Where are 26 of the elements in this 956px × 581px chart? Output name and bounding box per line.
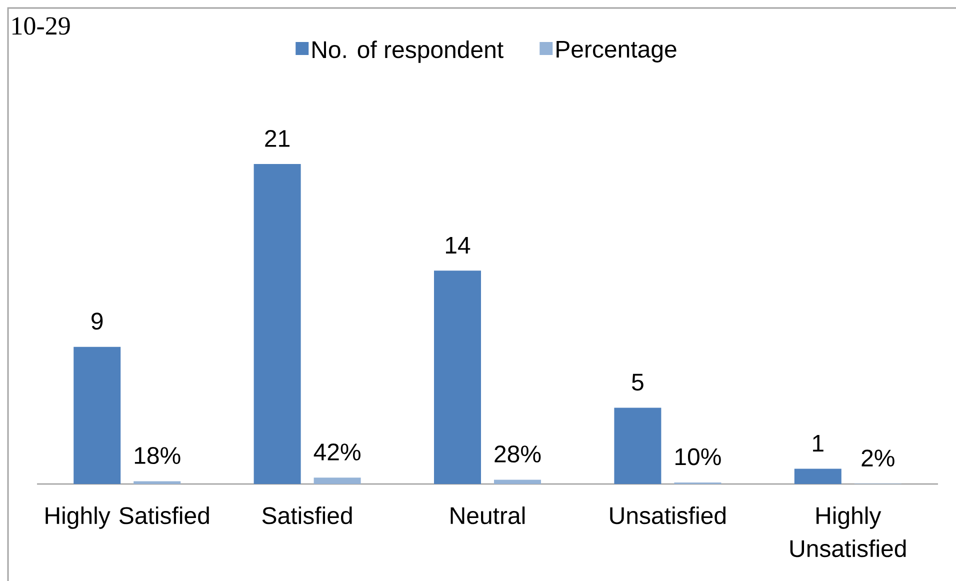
x-tick-label: Satisfied — [262, 506, 352, 524]
bar — [794, 468, 842, 484]
x-tick-label: Highly Unsatisfied — [790, 506, 906, 558]
data-label: 5 — [632, 374, 644, 391]
x-tick-label: Highly Satisfied — [46, 506, 209, 529]
data-label: 21 — [265, 130, 290, 147]
data-label: 14 — [446, 236, 470, 254]
x-tick-label: Neutral — [450, 506, 525, 524]
data-label: 18% — [134, 447, 180, 464]
data-label: 28% — [494, 446, 541, 463]
legend-label: Percentage — [556, 40, 676, 62]
bar — [494, 480, 541, 484]
bar — [254, 164, 301, 484]
data-label: 9 — [92, 312, 103, 330]
bar — [74, 346, 121, 484]
data-label: 2% — [862, 450, 894, 466]
bar — [134, 481, 181, 484]
data-label: 42% — [314, 443, 360, 460]
data-label: 1 — [813, 435, 824, 452]
bar — [314, 478, 361, 484]
bar — [614, 408, 662, 484]
x-tick-label: Unsatisfied — [610, 506, 726, 524]
legend-label: No. of respondent — [312, 40, 504, 63]
bar — [434, 270, 482, 484]
data-label: 10% — [676, 448, 721, 466]
chart-title: 10-29 — [12, 17, 70, 35]
